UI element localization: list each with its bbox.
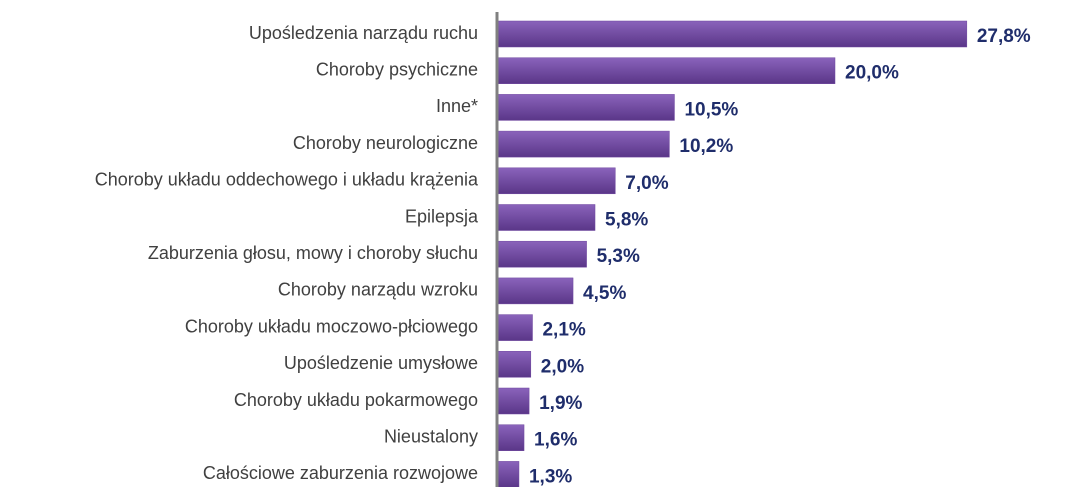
value-label: 5,3% (597, 246, 640, 267)
bar (496, 204, 596, 231)
value-label: 1,3% (529, 466, 572, 487)
category-label: Choroby układu moczowo-płciowego (185, 316, 478, 336)
bar (496, 57, 836, 84)
value-label: 2,0% (541, 356, 584, 377)
category-label: Całościowe zaburzenia rozwojowe (203, 463, 478, 483)
value-label: 10,5% (684, 99, 738, 120)
category-label: Inne* (436, 96, 478, 116)
bar (496, 240, 587, 268)
category-label: Choroby psychiczne (316, 59, 478, 79)
bar (496, 167, 616, 195)
category-label: Upośledzenie umysłowe (284, 353, 478, 373)
value-label: 5,8% (605, 210, 648, 231)
value-label: 1,9% (539, 393, 582, 414)
bar (496, 20, 968, 48)
bar (496, 461, 520, 487)
value-label: 4,5% (583, 283, 626, 304)
value-label: 7,0% (625, 173, 668, 194)
category-label: Choroby układu oddechowego i układu krąż… (95, 170, 479, 190)
value-label: 20,0% (845, 63, 899, 84)
value-label: 1,6% (534, 430, 577, 451)
value-label: 10,2% (679, 136, 733, 157)
category-label: Zaburzenia głosu, mowy i choroby słuchu (148, 243, 478, 263)
category-label: Choroby narządu wzroku (278, 280, 478, 300)
value-label: 27,8% (977, 26, 1031, 47)
category-label: Epilepsja (405, 206, 479, 226)
value-label: 2,1% (542, 320, 585, 341)
category-label: Choroby neurologiczne (293, 133, 478, 153)
bar (496, 424, 525, 451)
bar (496, 130, 670, 158)
category-label: Upośledzenia narządu ruchu (249, 23, 478, 43)
bar (496, 351, 532, 378)
bar (496, 314, 533, 341)
bar (496, 277, 574, 305)
category-label: Choroby układu pokarmowego (234, 390, 478, 410)
bar (496, 94, 675, 121)
category-label: Nieustalony (384, 426, 478, 446)
bar (496, 387, 530, 415)
